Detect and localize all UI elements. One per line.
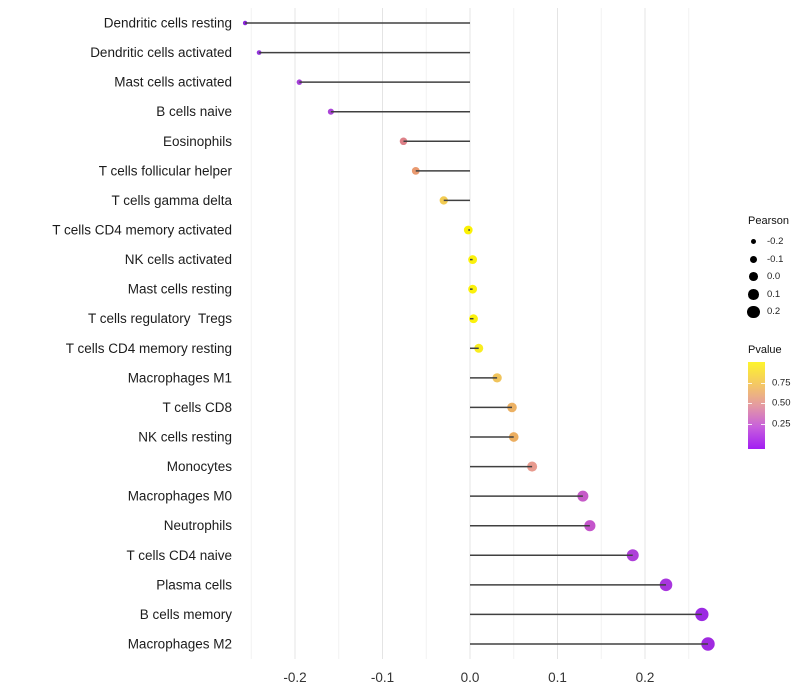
gradient-tick-mark <box>748 402 752 405</box>
gradient-tick-label: 0.75 <box>772 377 791 389</box>
category-label: Neutrophils <box>164 518 233 533</box>
legend-dot-cell <box>746 272 761 282</box>
category-label: Macrophages M2 <box>128 636 232 651</box>
category-label: B cells memory <box>140 607 233 622</box>
size-legend-value: -0.1 <box>767 253 784 265</box>
legend-dot-icon <box>747 305 760 318</box>
category-label: Macrophages M0 <box>128 489 232 504</box>
size-legend-title: Pearson <box>748 215 789 227</box>
category-label: NK cells activated <box>125 252 232 267</box>
gradient-tick-mark <box>761 423 765 426</box>
size-legend-entry: 0.1 <box>741 286 799 304</box>
color-legend-title: Pvalue <box>748 344 782 356</box>
gradient-tick-label: 0.50 <box>772 397 791 409</box>
legend-dot-cell <box>746 289 761 300</box>
pvalue-gradient-fill <box>748 362 765 449</box>
size-legend-entry: -0.1 <box>741 251 799 269</box>
category-label: Macrophages M1 <box>128 370 232 385</box>
x-tick-label: 0.0 <box>461 670 480 685</box>
category-label: Dendritic cells activated <box>90 45 232 60</box>
category-label: T cells regulatory Tregs <box>88 311 232 326</box>
legend-dot-cell <box>746 255 761 263</box>
pvalue-gradient-bar: 0.75 0.50 0.25 <box>748 362 791 449</box>
category-label: T cells CD4 memory activated <box>52 222 232 237</box>
size-legend-value: 0.1 <box>767 288 781 300</box>
gradient-tick-label: 0.25 <box>772 418 791 430</box>
legend-dot-icon <box>748 289 759 300</box>
legend-dot-cell <box>746 239 761 245</box>
legend-dot-icon <box>749 272 758 282</box>
category-label: Mast cells resting <box>128 282 232 297</box>
legend-dot-cell <box>746 305 761 318</box>
size-legend-pearson: Pearson -0.2 -0.1 0.0 0.1 0.2 <box>741 215 799 321</box>
gradient-tick-mark <box>761 382 765 385</box>
size-legend-entries: -0.2 -0.1 0.0 0.1 0.2 <box>741 233 799 321</box>
category-label: T cells CD8 <box>162 400 232 415</box>
category-label: Eosinophils <box>163 134 232 149</box>
category-label: NK cells resting <box>138 429 232 444</box>
gradient-tick-mark <box>748 423 752 426</box>
x-tick-label: 0.1 <box>548 670 567 685</box>
size-legend-entry: 0.2 <box>741 303 799 321</box>
size-legend-value: -0.2 <box>767 236 784 248</box>
x-tick-label: 0.2 <box>636 670 655 685</box>
legend-dot-icon <box>749 255 758 263</box>
category-label: T cells CD4 naive <box>126 548 232 563</box>
category-label: B cells naive <box>156 104 232 119</box>
category-label: T cells CD4 memory resting <box>66 341 232 356</box>
category-label: Monocytes <box>167 459 233 474</box>
size-legend-value: 0.0 <box>767 271 781 283</box>
gradient-tick-mark <box>748 382 752 385</box>
category-label: T cells follicular helper <box>99 163 233 178</box>
size-legend-entry: -0.2 <box>741 233 799 251</box>
x-tick-label: -0.1 <box>371 670 394 685</box>
category-label: Dendritic cells resting <box>104 16 232 31</box>
legend-dot-icon <box>750 239 757 245</box>
category-label: T cells gamma delta <box>111 193 232 208</box>
category-label: Plasma cells <box>156 577 232 592</box>
color-legend-pvalue: Pvalue 0.75 0.50 0.25 <box>741 344 799 449</box>
size-legend-entry: 0.0 <box>741 268 799 286</box>
category-label: Mast cells activated <box>114 75 232 90</box>
size-legend-value: 0.2 <box>767 306 781 318</box>
x-tick-label: -0.2 <box>283 670 306 685</box>
gradient-tick-mark <box>761 402 765 405</box>
